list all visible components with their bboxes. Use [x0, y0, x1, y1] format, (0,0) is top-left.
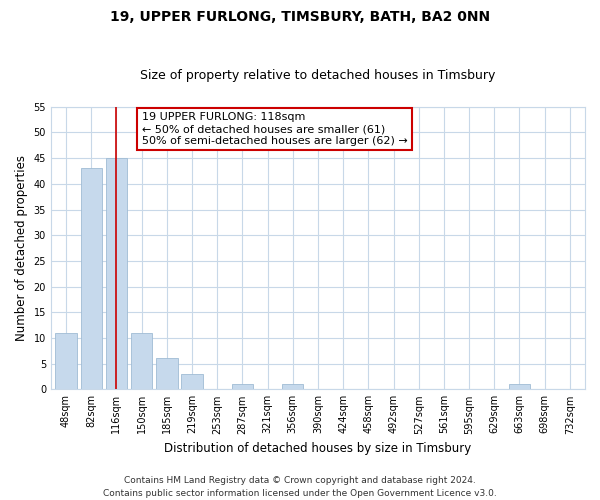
- Bar: [232, 384, 253, 390]
- Text: 19, UPPER FURLONG, TIMSBURY, BATH, BA2 0NN: 19, UPPER FURLONG, TIMSBURY, BATH, BA2 0…: [110, 10, 490, 24]
- Text: Contains HM Land Registry data © Crown copyright and database right 2024.
Contai: Contains HM Land Registry data © Crown c…: [103, 476, 497, 498]
- Bar: [106, 158, 127, 390]
- Title: Size of property relative to detached houses in Timsbury: Size of property relative to detached ho…: [140, 69, 496, 82]
- Bar: [131, 333, 152, 390]
- Bar: [55, 333, 77, 390]
- Bar: [156, 358, 178, 390]
- Bar: [181, 374, 203, 390]
- Bar: [509, 384, 530, 390]
- Bar: [282, 384, 304, 390]
- Bar: [80, 168, 102, 390]
- Y-axis label: Number of detached properties: Number of detached properties: [15, 155, 28, 341]
- X-axis label: Distribution of detached houses by size in Timsbury: Distribution of detached houses by size …: [164, 442, 472, 455]
- Text: 19 UPPER FURLONG: 118sqm
← 50% of detached houses are smaller (61)
50% of semi-d: 19 UPPER FURLONG: 118sqm ← 50% of detach…: [142, 112, 407, 146]
